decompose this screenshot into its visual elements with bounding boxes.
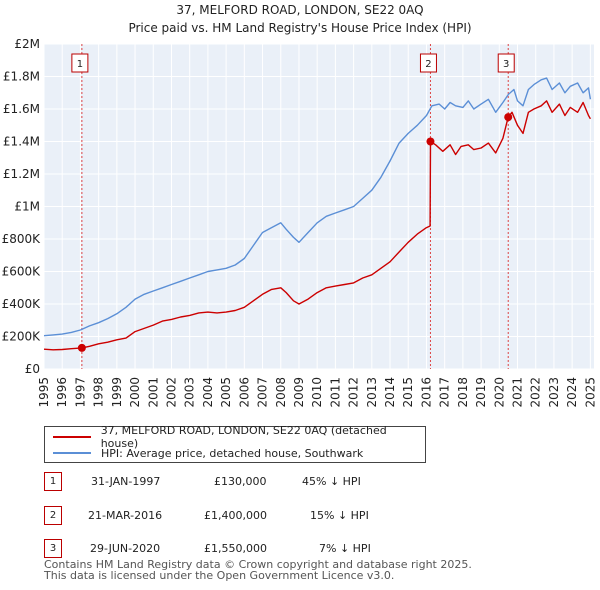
sale-label-box [71, 53, 89, 73]
legend-swatch-property [53, 436, 91, 438]
sale-label: 2 [425, 59, 431, 70]
footer-copyright: Contains HM Land Registry data © Crown c… [44, 558, 472, 571]
legend-item-hpi: HPI: Average price, detached house, Sout… [53, 446, 363, 460]
sale-point [77, 343, 86, 352]
x-tick-label: 2025 [583, 377, 597, 408]
x-tick-label: 2023 [547, 377, 561, 408]
x-tick-label: 2006 [237, 377, 251, 408]
x-tick-label: 2012 [347, 377, 361, 408]
x-tick-label: 2015 [401, 377, 415, 408]
sale-label: 3 [503, 59, 509, 70]
legend-label-property: 37, MELFORD ROAD, LONDON, SE22 0AQ (deta… [100, 424, 387, 450]
x-tick-label: 2005 [219, 377, 233, 408]
x-tick-label: 2008 [274, 377, 288, 408]
x-tick-label: 2020 [492, 377, 506, 408]
x-tick-label: 1996 [55, 377, 69, 408]
transaction-number: 3 [44, 539, 62, 558]
legend-item-property: 37, MELFORD ROAD, LONDON, SE22 0AQ (deta… [53, 424, 425, 450]
transaction-price: £1,400,000 [204, 509, 267, 522]
x-tick-label: 2018 [456, 377, 470, 408]
sale-point [504, 113, 513, 122]
y-tick-label: £2M [14, 37, 40, 51]
y-tick-label: £1.2M [3, 167, 40, 181]
y-tick-label: £200K [2, 330, 42, 344]
y-tick-label: £1.4M [3, 135, 40, 149]
y-tick-label: £1M [14, 200, 40, 214]
x-tick-label: 1998 [92, 377, 106, 408]
transaction-date: 21-MAR-2016 [88, 509, 163, 522]
transaction-hpi: 15% ↓ HPI [310, 509, 369, 522]
chart-legend: 37, MELFORD ROAD, LONDON, SE22 0AQ (deta… [44, 424, 426, 463]
x-tick-label: 2019 [474, 377, 488, 408]
x-tick-label: 1999 [110, 377, 124, 408]
x-tick-label: 2022 [529, 377, 543, 408]
price-chart: 37, MELFORD ROAD, LONDON, SE22 0AQ Price … [2, 3, 598, 408]
x-tick-label: 2021 [511, 377, 525, 408]
chart-title: 37, MELFORD ROAD, LONDON, SE22 0AQ [176, 3, 423, 17]
legend-label-hpi: HPI: Average price, detached house, Sout… [101, 446, 364, 460]
x-tick-label: 1997 [73, 377, 87, 408]
table-row: 2 21-MAR-2016 £1,400,000 15% ↓ HPI [44, 506, 464, 526]
x-tick-label: 2011 [328, 377, 342, 408]
sale-point [426, 137, 435, 146]
transaction-date: 29-JUN-2020 [90, 542, 161, 555]
transaction-price: £130,000 [214, 475, 267, 488]
y-tick-label: £0 [25, 362, 40, 376]
legend-swatch-hpi [53, 452, 91, 454]
footer-licence: This data is licensed under the Open Gov… [44, 569, 395, 582]
x-tick-label: 2002 [164, 377, 178, 408]
x-tick-label: 2003 [183, 377, 197, 408]
x-tick-label: 2014 [383, 377, 397, 408]
x-tick-label: 2010 [310, 377, 324, 408]
x-tick-label: 2004 [201, 377, 215, 408]
y-tick-label: £800K [2, 232, 42, 246]
table-row: 1 31-JAN-1997 £130,000 45% ↓ HPI [44, 472, 464, 492]
transaction-hpi: 45% ↓ HPI [302, 475, 361, 488]
sale-label-box [419, 53, 437, 73]
x-tick-label: 2007 [256, 377, 270, 408]
transaction-hpi: 7% ↓ HPI [319, 542, 371, 555]
series-line [43, 77, 592, 337]
transaction-number: 2 [44, 506, 62, 525]
chart-subtitle: Price paid vs. HM Land Registry's House … [128, 21, 471, 35]
x-tick-label: 2016 [419, 377, 433, 408]
x-tick-label: 2000 [128, 377, 142, 408]
footer: Contains HM Land Registry data © Crown c… [44, 559, 472, 581]
y-tick-label: £1.8M [3, 70, 40, 84]
transaction-price: £1,550,000 [204, 542, 267, 555]
x-tick-label: 2017 [438, 377, 452, 408]
y-tick-label: £600K [2, 265, 42, 279]
sale-label: 1 [77, 59, 83, 70]
x-tick-label: 2013 [365, 377, 379, 408]
transaction-date: 31-JAN-1997 [91, 475, 161, 488]
series-line [43, 100, 592, 351]
x-tick-label: 2024 [565, 377, 579, 408]
transaction-number: 1 [44, 472, 62, 491]
sale-label-box [497, 53, 515, 73]
x-tick-label: 2009 [292, 377, 306, 408]
y-tick-label: £400K [2, 297, 42, 311]
table-row: 3 29-JUN-2020 £1,550,000 7% ↓ HPI [44, 539, 464, 559]
x-tick-label: 1995 [37, 377, 51, 408]
y-tick-label: £1.6M [3, 102, 40, 116]
x-tick-label: 2001 [146, 377, 160, 408]
